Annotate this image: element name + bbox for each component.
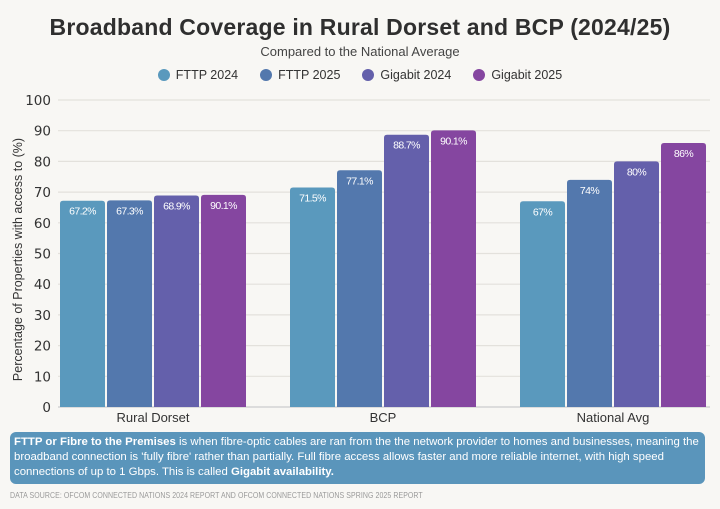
legend-label: FTTP 2025 bbox=[278, 68, 341, 82]
legend-label: FTTP 2024 bbox=[175, 68, 239, 82]
x-tick-label: BCP bbox=[370, 410, 397, 425]
bar bbox=[520, 201, 565, 407]
legend: FTTP 2024 FTTP 2025 Gigabit 2024 Gigabit 20… bbox=[0, 68, 720, 82]
bar bbox=[661, 142, 706, 408]
y-tick-label: 50 bbox=[34, 247, 51, 263]
bar bbox=[60, 200, 105, 407]
info-bold-gigabit: Gigabit availability. bbox=[230, 466, 334, 478]
y-tick-label: 20 bbox=[34, 339, 51, 355]
bar-data-label: 86% bbox=[674, 148, 693, 160]
bar bbox=[384, 134, 429, 408]
y-tick-label: 30 bbox=[34, 308, 51, 324]
y-tick-label: 80 bbox=[34, 154, 51, 170]
bar-data-label: 88.7% bbox=[393, 140, 420, 152]
y-tick-label: 60 bbox=[34, 216, 51, 232]
bar-data-label: 67.2% bbox=[69, 206, 96, 218]
legend-swatch bbox=[260, 69, 273, 81]
y-tick-label: 10 bbox=[34, 369, 51, 385]
y-axis-label: Percentage of Properties with access to … bbox=[11, 138, 25, 381]
bar bbox=[337, 170, 382, 407]
chart-title: Broadband Coverage in Rural Dorset and B… bbox=[49, 14, 671, 40]
bar-data-label: 67% bbox=[533, 206, 552, 218]
bar bbox=[154, 195, 199, 407]
chart-subtitle: Compared to the National Average bbox=[260, 44, 460, 59]
info-box: FTTP or Fibre to the Premises is when fi… bbox=[10, 432, 705, 484]
legend-item: Gigabit 2024 bbox=[362, 68, 451, 82]
legend-swatch bbox=[157, 69, 170, 81]
bar bbox=[614, 161, 659, 407]
legend-label: Gigabit 2024 bbox=[380, 68, 452, 82]
legend-item: Gigabit 2025 bbox=[473, 68, 562, 82]
bar-data-label: 67.3% bbox=[116, 205, 143, 217]
bar-data-label: 80% bbox=[627, 166, 646, 178]
bar-chart: 0 10 20 30 40 50 60 70 80 90 100 Percentage of Prop… bbox=[11, 93, 710, 425]
data-source: DATA SOURCE: OFCOM CONNECTED NATIONS 202… bbox=[10, 490, 423, 500]
bar bbox=[290, 187, 335, 407]
bar bbox=[431, 130, 476, 407]
bar bbox=[201, 194, 246, 407]
bar-data-label: 71.5% bbox=[299, 192, 326, 204]
y-tick-label: 100 bbox=[25, 93, 51, 109]
y-tick-label: 40 bbox=[34, 277, 51, 293]
bar-data-label: 90.1% bbox=[210, 200, 237, 212]
y-tick-label: 70 bbox=[34, 185, 51, 201]
bar-data-label: 90.1% bbox=[440, 135, 467, 147]
info-bold-fttp: FTTP or Fibre to the Premises bbox=[14, 436, 176, 448]
bar-data-label: 77.1% bbox=[346, 175, 373, 187]
legend-swatch bbox=[362, 69, 375, 81]
x-tick-label: National Avg bbox=[577, 410, 650, 425]
y-tick-label: 0 bbox=[42, 400, 51, 416]
x-tick-label: Rural Dorset bbox=[117, 410, 190, 425]
legend-item: FTTP 2025 bbox=[260, 68, 340, 82]
bar bbox=[567, 179, 612, 407]
info-text: is when fibre-optic cables are ran from … bbox=[14, 436, 699, 478]
bar bbox=[107, 200, 152, 407]
legend-item: FTTP 2024 bbox=[157, 68, 239, 82]
bar-data-label: 74% bbox=[580, 185, 599, 197]
legend-swatch bbox=[473, 69, 486, 81]
y-tick-label: 90 bbox=[34, 124, 51, 140]
bar-data-label: 68.9% bbox=[163, 200, 190, 212]
legend-label: Gigabit 2025 bbox=[491, 68, 563, 82]
